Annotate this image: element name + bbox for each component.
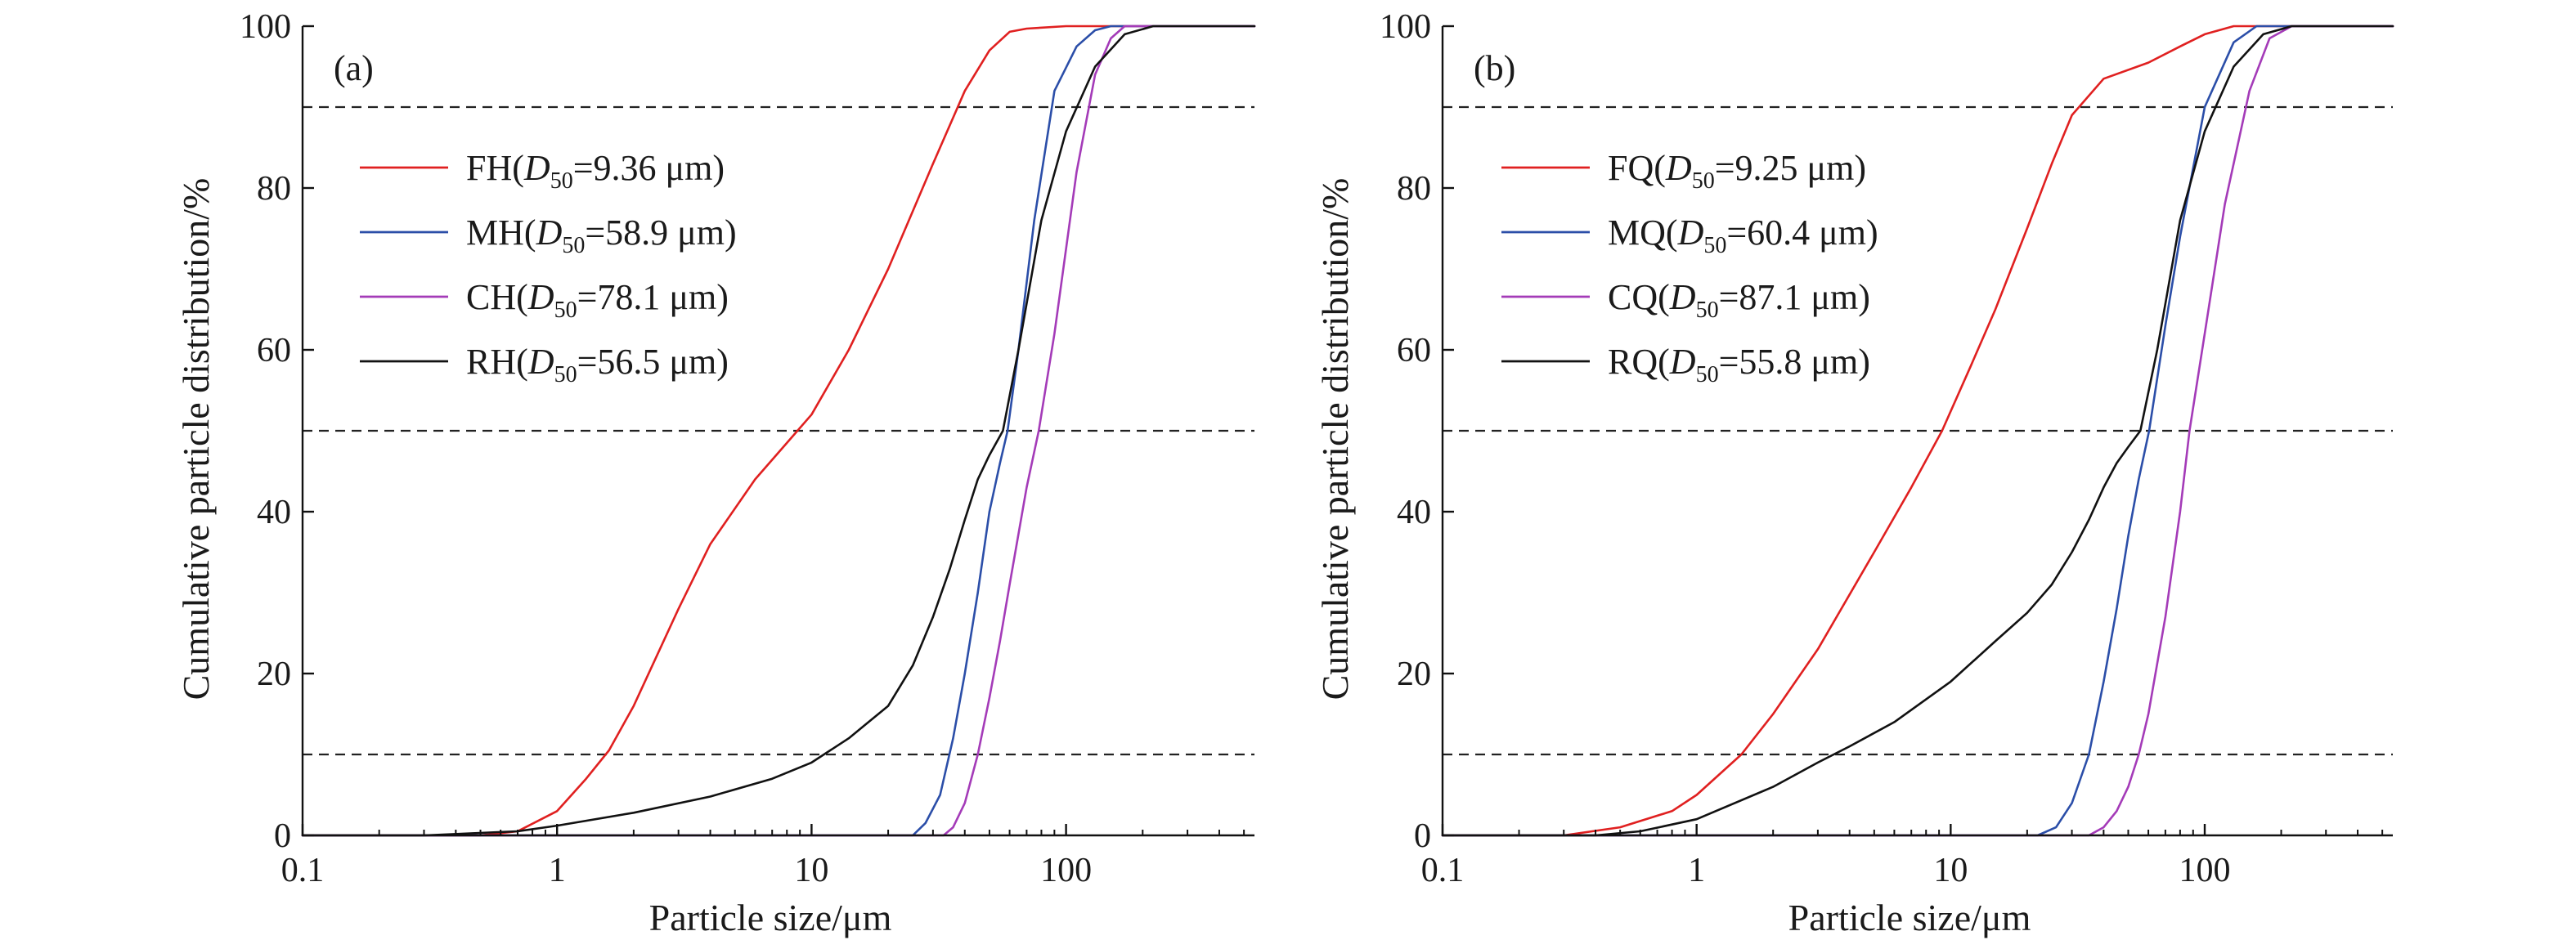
legend-label: FQ(D50=9.25 μm) (1608, 148, 1866, 194)
y-tick-label: 40 (1397, 494, 1431, 531)
y-axis-title: Cumulative particle distribution/% (1314, 178, 1356, 701)
y-tick-label: 40 (257, 494, 291, 531)
y-tick-label: 60 (1397, 332, 1431, 369)
y-tick-label: 0 (1414, 817, 1431, 855)
x-tick-label: 1 (1688, 852, 1705, 889)
legend-label: CH(D50=78.1 μm) (466, 277, 729, 323)
y-tick-label: 20 (257, 656, 291, 693)
series-line (1441, 25, 2394, 837)
x-tick-label: 0.1 (1421, 852, 1465, 889)
x-tick-label: 1 (549, 852, 566, 889)
series-line (1441, 25, 2394, 837)
legend-label: MQ(D50=60.4 μm) (1608, 213, 1878, 258)
x-tick-label: 10 (794, 852, 828, 889)
series-line (301, 25, 1256, 837)
panel-label: (a) (334, 48, 374, 88)
series-line (1441, 25, 2394, 837)
y-tick-label: 100 (240, 8, 291, 46)
y-tick-label: 60 (257, 332, 291, 369)
x-tick-label: 10 (1933, 852, 1968, 889)
y-tick-label: 20 (1397, 656, 1431, 693)
y-axis-title: Cumulative particle distribution/% (175, 178, 217, 701)
panel-a: 0.1 1 10 100 0 20 40 60 80 100 Particle size/μm Cum… (175, 8, 1256, 938)
y-tick-label: 80 (1397, 170, 1431, 208)
legend-label: MH(D50=58.9 μm) (466, 213, 737, 258)
x-tick-label: 0.1 (281, 852, 325, 889)
panel-label: (b) (1474, 48, 1515, 88)
legend-label: RQ(D50=55.8 μm) (1608, 342, 1870, 387)
legend-label: CQ(D50=87.1 μm) (1608, 277, 1870, 323)
y-tick-label: 100 (1380, 8, 1431, 46)
legend-label: FH(D50=9.36 μm) (466, 148, 725, 194)
x-tick-label: 100 (2179, 852, 2230, 889)
y-tick-label: 80 (257, 170, 291, 208)
x-axis-title: Particle size/μm (649, 897, 892, 938)
x-axis-title: Particle size/μm (1788, 897, 2031, 938)
legend-label: RH(D50=56.5 μm) (466, 342, 729, 387)
panel-b: 0.1 1 10 100 0 20 40 60 80 100 Particle size/μm Cum… (1314, 8, 2394, 938)
series-line (301, 25, 1256, 837)
series-line (301, 25, 1256, 837)
y-tick-label: 0 (274, 817, 291, 855)
x-tick-label: 100 (1040, 852, 1092, 889)
series-line (1441, 25, 2394, 837)
